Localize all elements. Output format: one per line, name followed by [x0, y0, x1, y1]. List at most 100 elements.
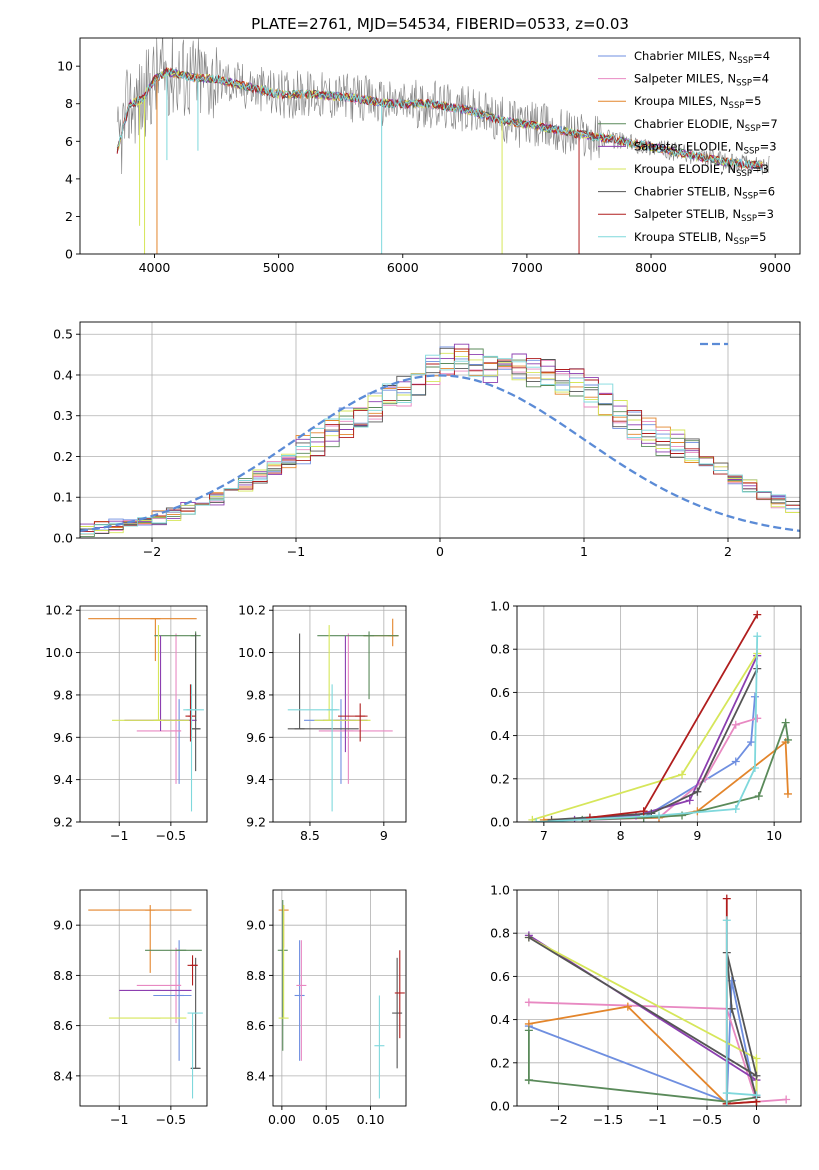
- residual-histogram-panel: −2 −1 0 1 2 0.0 0.1 0.2 0.3 0.4 0.5: [53, 321, 801, 559]
- y-tick-label: 9.8: [53, 687, 73, 702]
- weight-series: [524, 894, 791, 1106]
- y-tick-label: 0.0: [490, 1099, 510, 1114]
- legend-entry-subscript: SSP: [744, 146, 760, 156]
- legend-entry-text: Kroupa ELODIE, N: [634, 162, 736, 176]
- y-tick-label: 1.0: [490, 883, 510, 898]
- mass-weight-marker: [722, 894, 731, 903]
- y-tick-label: 9.4: [53, 772, 73, 787]
- y-tick-label: 10: [57, 59, 73, 74]
- x-tick-label: −1: [287, 544, 305, 559]
- x-tick-label: 1: [580, 544, 588, 559]
- x-tick-label: 8: [617, 828, 625, 843]
- axes-frame: [79, 889, 208, 1107]
- legend-entry-subscript: SSP: [729, 101, 745, 111]
- x-tick-label: 5000: [263, 260, 295, 275]
- y-tick-label: 8.4: [53, 1068, 73, 1083]
- normal-distribution-curve: [80, 374, 800, 533]
- y-tick-label: 2: [65, 209, 73, 224]
- x-tick-label: 0.00: [268, 1112, 296, 1127]
- mass-weight-marker: [782, 1095, 791, 1104]
- mass-weight-marker: [722, 1089, 731, 1098]
- legend-entry: Chabrier STELIB, NSSP=6: [634, 185, 775, 202]
- mass-weight-line: [536, 636, 759, 822]
- legend-entry-text: Salpeter ELODIE, N: [634, 139, 744, 153]
- mass-weight-marker: [752, 1054, 761, 1063]
- axes-frame: [79, 605, 208, 823]
- x-tick-label: −2: [549, 1112, 567, 1127]
- legend-entry-text: Salpeter MILES, N: [634, 72, 736, 86]
- y-tick-label: 0.2: [53, 449, 73, 464]
- x-tick-label: 9: [380, 828, 388, 843]
- x-tick-label: 0.05: [312, 1112, 340, 1127]
- y-tick-label: 0.6: [490, 969, 510, 984]
- mass-weight-marker: [524, 1026, 533, 1035]
- mass-weight-marker: [783, 735, 792, 744]
- x-tick-label: −1: [110, 828, 128, 843]
- mass-weight-marker: [754, 792, 763, 801]
- y-tick-label: 0.3: [53, 408, 73, 423]
- y-tick-label: 9.0: [53, 918, 73, 933]
- y-tick-label: 9.6: [53, 730, 73, 745]
- mass-weight-marker: [753, 632, 762, 641]
- y-tick-label: 9.6: [246, 730, 266, 745]
- legend-entry-text: Chabrier MILES, N: [634, 49, 737, 63]
- axes-frame: [516, 889, 802, 1107]
- age-mass-weight-panel: 7 8 9 10 0.0 0.2 0.4 0.6 0.8 1.0: [490, 599, 802, 843]
- histogram-series: [80, 343, 800, 537]
- mass-weight-line: [551, 668, 759, 821]
- x-tick-label: −0.5: [156, 828, 186, 843]
- x-tick-label: 9000: [759, 260, 791, 275]
- mass-weight-marker: [528, 815, 537, 822]
- mass-weight-marker: [547, 815, 556, 822]
- y-tick-label: 9.4: [246, 772, 266, 787]
- x-tick-label: 7000: [511, 260, 543, 275]
- y-tick-label: 0.2: [490, 1055, 510, 1070]
- legend-entry-count: =4: [752, 72, 769, 86]
- y-tick-label: 1.0: [490, 599, 510, 614]
- y-tick-label: 0.1: [53, 490, 73, 505]
- y-tick-label: 0.2: [490, 771, 510, 786]
- mass-weight-marker: [747, 738, 756, 747]
- errorbar-series: [277, 900, 405, 1099]
- legend-entry-count: =6: [758, 185, 775, 199]
- histogram-step-line: [80, 359, 800, 534]
- legend-entry-text: Salpeter STELIB, N: [634, 207, 741, 221]
- weight-series: [528, 610, 792, 822]
- y-tick-label: 0.0: [53, 531, 73, 546]
- metallicity-mass-weight-panel: −2 −1.5 −1 −0.5 0 0.0 0.2 0.4 0.6 0.8 1.0: [490, 883, 802, 1127]
- legend-entry-count: =7: [761, 117, 778, 131]
- legend-entry: Kroupa STELIB, NSSP=5: [634, 230, 766, 247]
- legend-entry-text: Kroupa STELIB, N: [634, 230, 734, 244]
- y-tick-label: 0.4: [53, 367, 73, 382]
- mass-weight-marker: [731, 757, 740, 766]
- y-tick-label: 0.8: [490, 926, 510, 941]
- x-tick-label: 6000: [387, 260, 419, 275]
- y-tick-label: 9.2: [246, 815, 266, 830]
- x-tick-label: −2: [143, 544, 161, 559]
- legend-entry-count: =3: [760, 139, 777, 153]
- spectrum-panel: 4000 5000 6000 7000 8000 9000 0 2 4 6 8 10 Chabrier …: [57, 37, 801, 275]
- legend-entry: Chabrier MILES, NSSP=4: [634, 49, 770, 66]
- mass-weight-marker: [532, 818, 541, 822]
- mass-weight-marker: [722, 1102, 731, 1106]
- mass-weight-line: [574, 655, 759, 821]
- y-tick-label: 0.4: [490, 1012, 510, 1027]
- metallicity-age-panel: −1 −0.5 9.2 9.4 9.6 9.8 10.0 10.2: [45, 603, 208, 843]
- mass-weight-marker: [524, 998, 533, 1007]
- histogram-step-line: [80, 354, 800, 535]
- mass-weight-marker: [623, 1002, 632, 1011]
- legend-entry-text: Kroupa MILES, N: [634, 94, 729, 108]
- legend-entry: Salpeter ELODIE, NSSP=3: [634, 139, 777, 156]
- errorbar-series: [287, 618, 399, 812]
- x-tick-label: 4000: [139, 260, 171, 275]
- legend-entry-subscript: SSP: [741, 214, 757, 224]
- legend-entry: Chabrier ELODIE, NSSP=7: [634, 117, 778, 134]
- y-tick-label: 8: [65, 96, 73, 111]
- mass-weight-line: [528, 934, 758, 1098]
- legend-entry-subscript: SSP: [737, 56, 753, 66]
- mass-weight-marker: [752, 1091, 761, 1100]
- x-tick-label: 10: [766, 828, 782, 843]
- x-tick-label: 2: [724, 544, 732, 559]
- mass-weight-marker: [753, 714, 762, 723]
- mass-weight-marker: [655, 811, 663, 820]
